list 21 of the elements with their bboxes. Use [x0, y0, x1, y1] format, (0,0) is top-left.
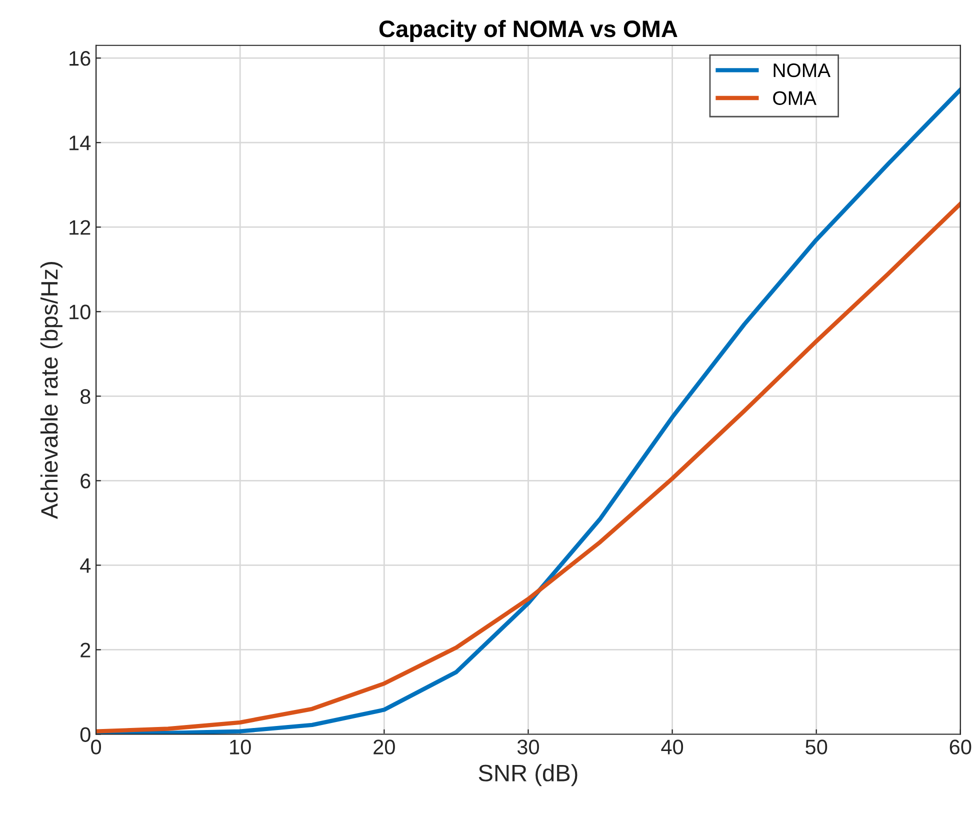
- legend-label: NOMA: [774, 63, 830, 78]
- y-tick-label: 12: [70, 220, 90, 235]
- y-tick-label: 10: [70, 304, 90, 320]
- y-axis-title: Achievable rate (bps/Hz): [40, 262, 62, 520]
- x-tick-label: 50: [806, 740, 828, 754]
- x-tick-label: 20: [374, 740, 395, 754]
- y-tick-label: 16: [70, 51, 90, 66]
- x-axis-title: SNR (dB): [478, 764, 578, 786]
- y-tick-label: 2: [80, 642, 90, 658]
- x-tick-label: 30: [517, 740, 539, 754]
- chart-title: Capacity of NOMA vs OMA: [379, 20, 678, 42]
- y-tick-label: 4: [80, 558, 91, 573]
- x-tick-label: 10: [230, 740, 251, 754]
- x-tick-label: 60: [950, 740, 972, 754]
- legend-label: OMA: [773, 91, 816, 106]
- y-tick-label: 8: [80, 389, 90, 404]
- y-tick-label: 6: [80, 474, 90, 488]
- y-tick-label: 14: [70, 136, 91, 150]
- y-tick-label: 0: [80, 727, 90, 742]
- x-tick-label: 0: [91, 740, 102, 754]
- x-tick-label: 40: [661, 740, 684, 754]
